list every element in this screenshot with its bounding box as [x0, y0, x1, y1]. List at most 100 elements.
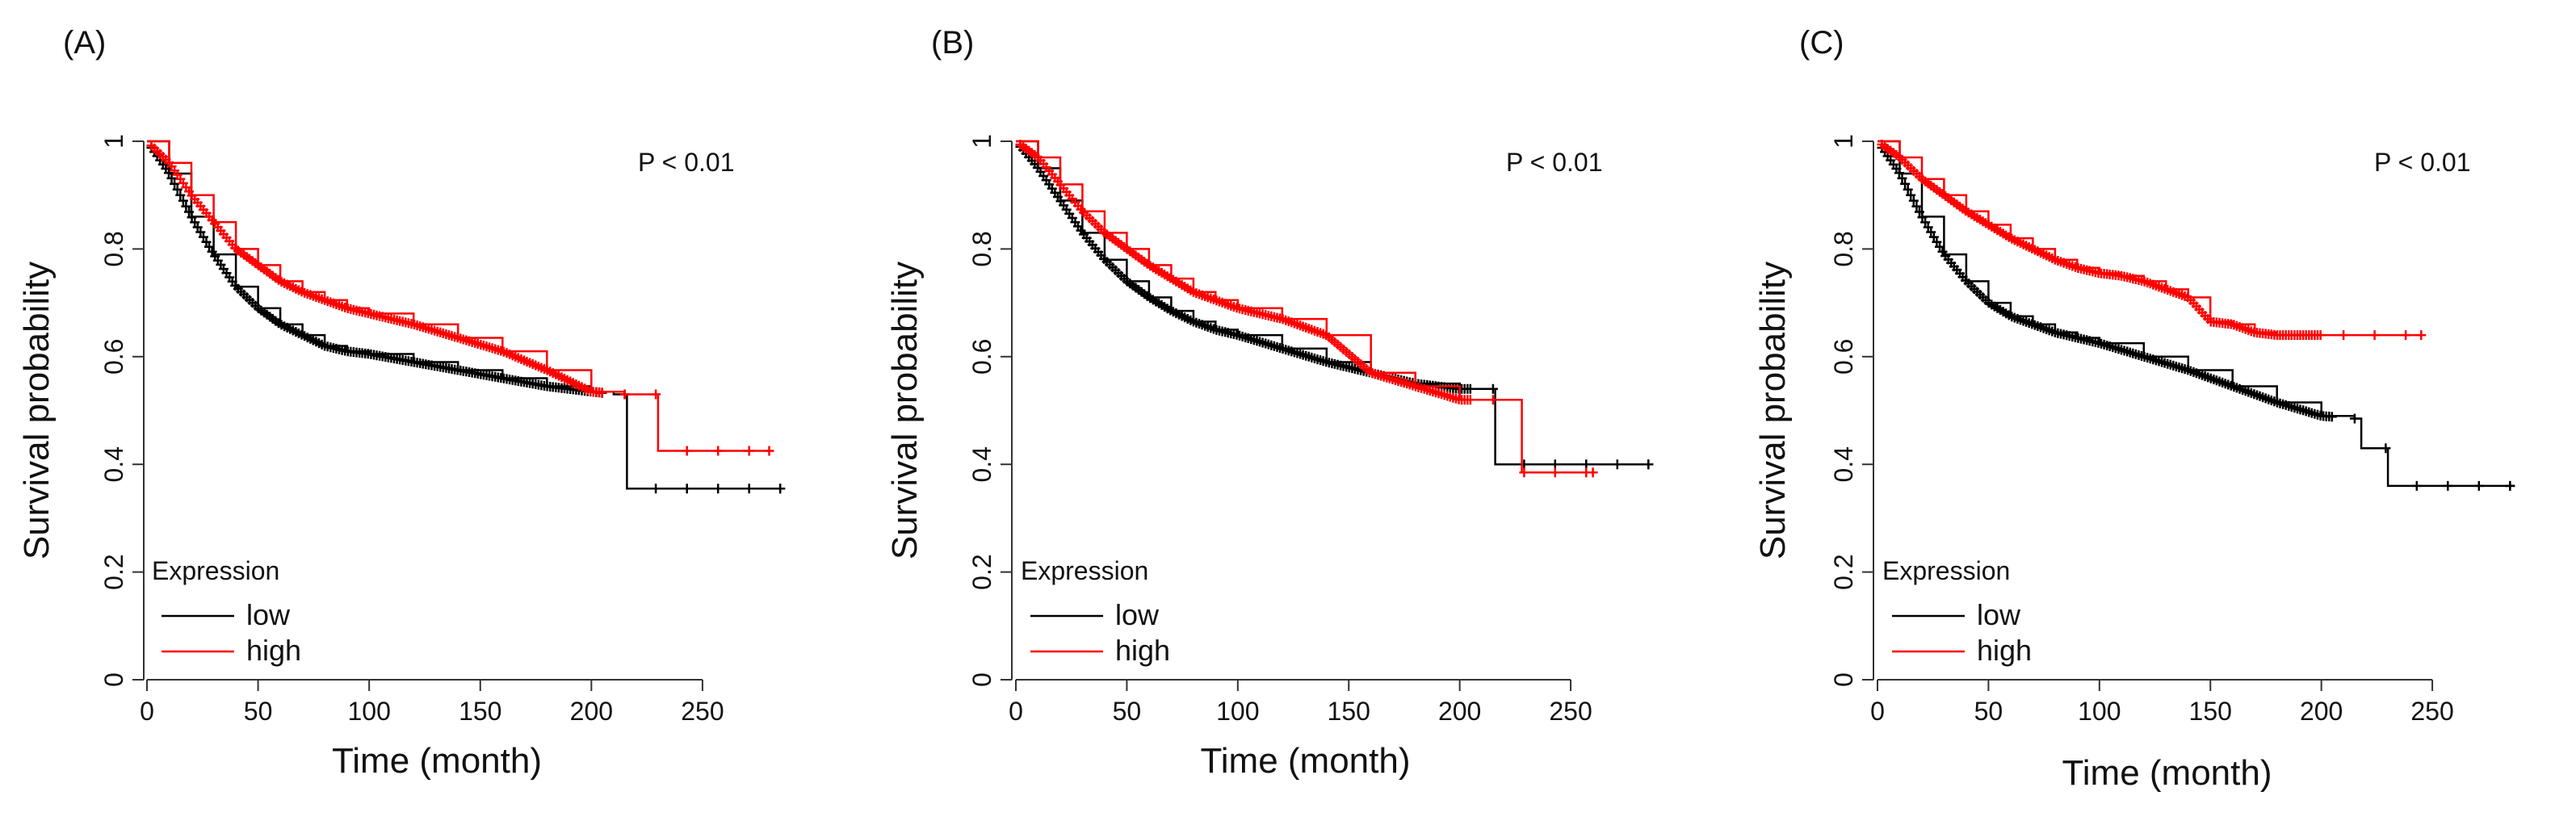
censor-mark	[619, 389, 630, 400]
censor-mark	[651, 389, 661, 400]
censor-mark	[1643, 459, 1654, 470]
x-tick-label: 200	[2300, 697, 2343, 726]
chart-panel-2: (B) 0 0.2 0.4 0.6 0.8 1 0 50 100 150 200 250 Time (mo…	[885, 25, 1654, 781]
series-line-high	[147, 140, 770, 452]
p-value-annotation: P < 0.01	[1506, 148, 1603, 177]
series-line-low	[147, 140, 781, 490]
y-tick-label: 0.6	[967, 339, 996, 375]
y-tick-label: 0.6	[99, 339, 128, 375]
legend-title: Expression	[1882, 556, 2010, 585]
x-tick-label: 150	[459, 697, 501, 726]
series-line-low	[1877, 140, 2511, 488]
x-tick-label: 150	[2189, 697, 2232, 726]
censor-mark	[1550, 467, 1560, 478]
censor-mark	[597, 387, 607, 398]
y-axis-title: Survival probability	[885, 262, 925, 559]
chart-panel-1: (A) 0 0.2 0.4 0.6 0.8 1 0 50 100 150 200 250 Time (mo…	[17, 25, 786, 781]
y-tick-label: 0.4	[967, 446, 996, 482]
x-tick-label: 0	[1870, 697, 1885, 726]
series-high	[1015, 140, 1598, 478]
legend-entry-high: high	[1115, 634, 1170, 667]
legend-entry-low: low	[1115, 598, 1160, 631]
y-axis-title: Survival probability	[1753, 262, 1793, 559]
censor-mark	[764, 446, 774, 456]
censor-mark	[172, 184, 183, 195]
censor-mark	[2349, 413, 2360, 424]
censor-mark	[166, 173, 177, 183]
censor-mark	[2411, 480, 2422, 491]
x-axis-title: Time (month)	[2062, 753, 2272, 793]
censor-mark	[175, 190, 186, 200]
censor-mark	[1911, 201, 1922, 212]
censor-mark	[190, 217, 200, 228]
censor-mark	[2401, 330, 2411, 341]
censor-mark	[164, 168, 174, 178]
censor-mark	[2443, 480, 2453, 491]
y-tick-label: 0.4	[99, 446, 128, 482]
censor-mark	[1935, 241, 1945, 252]
censor-mark	[184, 207, 194, 217]
series-line-low	[1016, 140, 1649, 466]
legend-title: Expression	[152, 556, 279, 585]
series-low	[146, 140, 786, 494]
y-tick-label: 0	[99, 672, 128, 687]
panel-label: (C)	[1799, 25, 1844, 61]
y-tick-label: 0.2	[99, 554, 128, 589]
censor-mark	[682, 484, 692, 494]
censor-mark	[1906, 190, 1916, 200]
y-tick-label: 0.4	[1829, 446, 1858, 482]
censor-mark	[2326, 412, 2337, 422]
censor-mark	[713, 484, 724, 494]
censor-mark	[204, 241, 214, 252]
censor-mark	[2416, 330, 2427, 341]
y-tick-label: 0.2	[1829, 554, 1858, 589]
x-tick-label: 0	[140, 697, 154, 726]
censor-mark	[744, 446, 754, 456]
censor-mark	[2315, 330, 2326, 341]
censor-mark	[181, 201, 191, 212]
y-tick-label: 0	[1829, 672, 1858, 687]
censor-mark	[2473, 480, 2484, 491]
censor-mark	[195, 227, 206, 237]
censor-mark	[1465, 395, 1475, 405]
censor-mark	[2381, 443, 2391, 454]
censor-mark	[2505, 480, 2515, 491]
y-tick-label: 0.6	[1829, 339, 1858, 375]
x-tick-label: 150	[1328, 697, 1370, 726]
series-low	[1877, 140, 2515, 491]
legend-entry-low: low	[1977, 598, 2021, 631]
censor-mark	[651, 484, 661, 494]
x-tick-label: 50	[244, 697, 273, 726]
censor-mark	[1465, 383, 1475, 394]
censor-mark	[1914, 207, 1924, 217]
censor-mark	[775, 484, 786, 494]
x-tick-label: 100	[1216, 697, 1259, 726]
y-tick-label: 0.2	[967, 554, 996, 589]
legend-title: Expression	[1021, 556, 1148, 585]
censor-mark	[744, 484, 754, 494]
censor-mark	[1487, 383, 1498, 394]
x-tick-label: 50	[1113, 697, 1142, 726]
y-tick-label: 1	[1829, 134, 1858, 149]
legend-entry-high: high	[1977, 634, 2032, 667]
y-tick-label: 0.8	[1829, 231, 1858, 266]
censor-mark	[1920, 217, 1931, 228]
censor-mark	[178, 195, 188, 206]
x-tick-label: 250	[2410, 697, 2453, 726]
x-axis-title: Time (month)	[1201, 741, 1411, 781]
y-tick-label: 0.8	[967, 231, 996, 266]
censor-mark	[1612, 459, 1622, 470]
censor-mark	[1917, 212, 1928, 223]
censor-mark	[170, 178, 180, 189]
censor-mark	[2339, 330, 2349, 341]
censor-mark	[1908, 195, 1919, 206]
x-tick-label: 200	[1438, 697, 1481, 726]
p-value-annotation: P < 0.01	[2374, 148, 2471, 177]
y-tick-label: 0.8	[99, 231, 128, 266]
panel-label: (B)	[931, 25, 974, 61]
series-low	[1015, 140, 1654, 470]
y-tick-label: 0	[967, 672, 996, 687]
censor-mark	[1519, 467, 1529, 478]
censor-mark	[1900, 178, 1911, 189]
